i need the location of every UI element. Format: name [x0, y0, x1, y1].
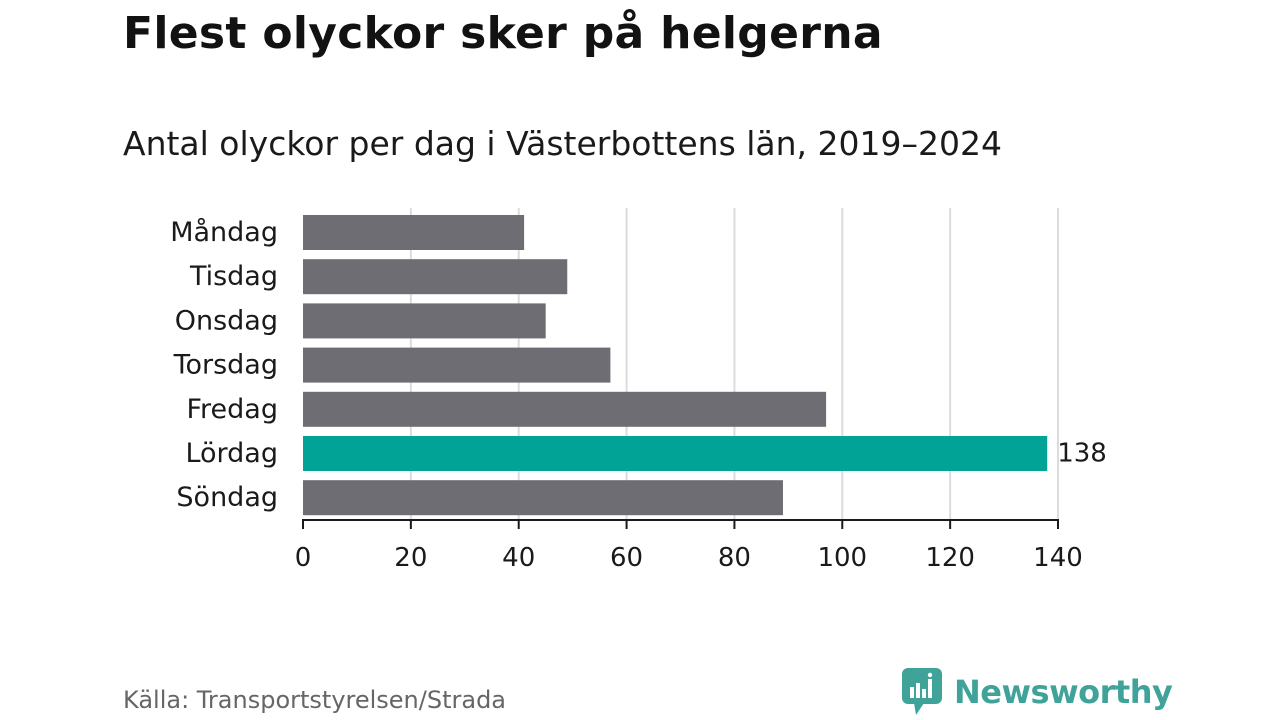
category-label: Tisdag: [189, 261, 278, 292]
data-label: 138: [1057, 439, 1107, 469]
x-tick-label: 140: [1033, 543, 1083, 573]
bar-onsdag: [303, 303, 546, 339]
x-tick-label: 80: [718, 543, 751, 573]
x-tick-label: 100: [817, 543, 867, 573]
x-tick-label: 0: [295, 543, 312, 573]
chart-title: Flest olyckor sker på helgerna: [123, 8, 883, 59]
category-label: Måndag: [170, 217, 278, 248]
bar-torsdag: [303, 347, 611, 383]
chart-subtitle: Antal olyckor per dag i Västerbottens lä…: [123, 124, 1002, 163]
category-label: Söndag: [176, 482, 278, 513]
x-tick-label: 40: [502, 543, 535, 573]
bar-lördag: [303, 436, 1048, 471]
brand-name: Newsworthy: [954, 673, 1173, 711]
source-note: Källa: Transportstyrelsen/Strada: [123, 686, 507, 714]
bar-tisdag: [303, 259, 568, 295]
category-label: Torsdag: [173, 350, 278, 381]
bar-måndag: [303, 215, 525, 250]
newsworthy-logo-icon: [902, 668, 942, 715]
category-label: Fredag: [186, 394, 278, 425]
bar-chart: Måndag Tisdag Onsdag Torsdag Fredag Lördag 138…: [170, 208, 1107, 573]
x-tick-label: 120: [925, 543, 975, 573]
category-label: Onsdag: [175, 305, 278, 336]
x-tick-label: 20: [394, 543, 427, 573]
brand: Newsworthy: [902, 668, 1173, 715]
bar-söndag: [303, 480, 783, 516]
bar-fredag: [303, 391, 827, 427]
category-label: Lördag: [185, 438, 278, 469]
x-tick-label: 60: [610, 543, 643, 573]
